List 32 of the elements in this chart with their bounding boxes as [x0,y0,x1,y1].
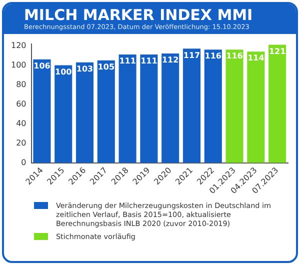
data-label: 111 [140,56,158,66]
data-label: 103 [76,64,94,74]
chart-title: MILCH MARKER INDEX MMI [24,6,254,24]
bar [182,48,200,163]
data-label: 105 [98,62,115,72]
data-label: 116 [204,52,222,61]
bar [162,54,180,163]
y-tick-label: 100 [10,60,26,70]
data-label: 106 [34,61,51,70]
data-label: 116 [226,52,244,61]
data-label: 112 [162,56,179,65]
bar [226,50,244,163]
bar [54,65,72,163]
bar [247,52,265,163]
y-tick-label: 80 [16,80,26,89]
data-label: 117 [183,50,200,60]
y-tick-label: 120 [10,40,26,50]
bar [140,54,158,163]
bar [118,54,136,163]
data-label: 111 [119,56,136,66]
bar [204,50,222,163]
bar [33,59,51,163]
y-tick-label: 40 [16,118,26,128]
y-tick-label: 20 [16,138,26,148]
y-tick-label: 60 [16,99,26,108]
data-label: 100 [55,67,72,76]
data-label: 121 [268,46,286,56]
data-label: 114 [248,54,265,63]
y-tick-label: 0 [21,158,26,167]
bar [76,62,94,163]
bar [97,60,115,163]
bar [268,44,286,163]
